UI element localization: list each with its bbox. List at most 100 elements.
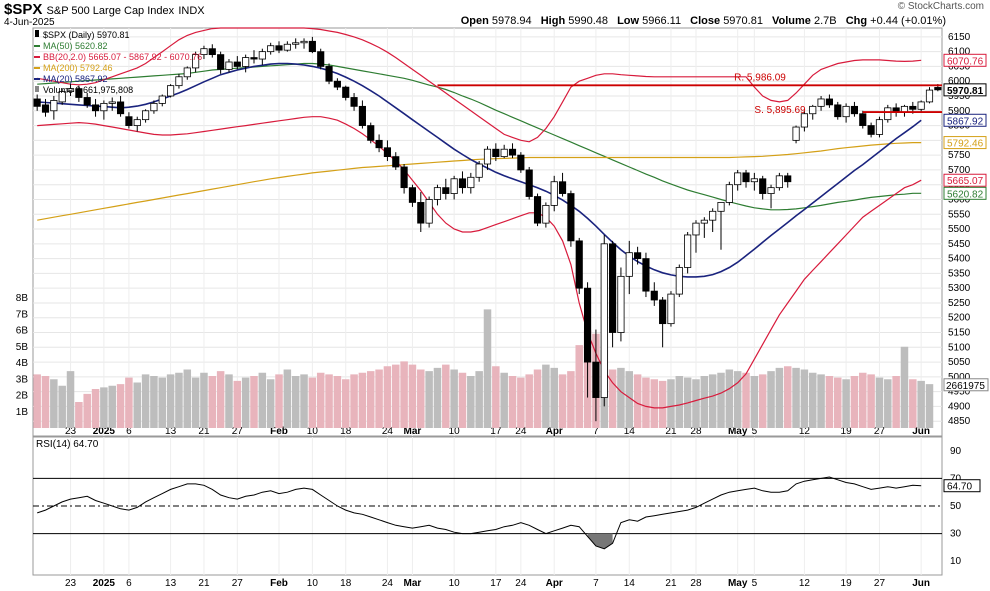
candle-body (492, 148, 500, 158)
volume-bars (33, 309, 934, 428)
price-x-tick-label: 27 (232, 426, 244, 437)
resistance-label: R. 5,986.09 (734, 72, 786, 83)
candle-body (500, 148, 508, 158)
candle-body (333, 80, 341, 88)
candle (859, 110, 867, 129)
price-tick-label: 6050 (948, 61, 971, 72)
rsi-x-tick-label: 10 (307, 578, 319, 589)
candle-body (659, 299, 667, 325)
price-tag-box (943, 186, 987, 200)
symbol: $SPX (4, 1, 43, 18)
volume-bar (775, 367, 784, 428)
candle (133, 116, 141, 132)
price-tag-box (943, 173, 987, 187)
candle-body (558, 181, 567, 194)
volume-bar (567, 371, 575, 428)
price-tag-box (943, 136, 987, 150)
volume-bar (350, 374, 358, 428)
volume-bar (725, 369, 734, 428)
exchange: INDX (178, 5, 205, 17)
candle (884, 104, 892, 123)
candle-body (817, 98, 825, 107)
volume-bar (834, 377, 842, 428)
volume-bar (408, 364, 417, 428)
candle (692, 220, 700, 253)
price-x-tick-label: 12 (799, 426, 811, 437)
candle-body (792, 126, 800, 141)
volume-bar (183, 369, 192, 428)
rsi-x-tick-label: Jun (912, 578, 930, 589)
candle (300, 38, 308, 49)
candle (450, 175, 458, 200)
chg-value: +0.44 (+0.01%) (870, 15, 946, 27)
candle-body (41, 104, 50, 113)
price-x-tick-label: Feb (270, 426, 288, 437)
volume-bar (900, 346, 909, 428)
candle (408, 184, 417, 207)
volume-bar (525, 374, 533, 428)
support-label: S. 5,895.69 (754, 105, 806, 116)
candle-body (609, 243, 617, 333)
price-tick-label: 6150 (948, 32, 971, 43)
price-tick-label: 5150 (948, 328, 971, 339)
candle (800, 110, 808, 132)
volume-bar (875, 377, 884, 428)
chg-label: Chg (845, 15, 868, 27)
candle (617, 267, 625, 342)
candle (142, 109, 150, 123)
volume-bar (717, 372, 725, 428)
volume-bar (792, 367, 800, 428)
candle-body (592, 361, 600, 398)
candle (825, 94, 833, 108)
candle (392, 152, 400, 170)
volume-bar (83, 393, 91, 428)
volume-bar (517, 377, 525, 428)
rsi-x-tick-label: Mar (404, 578, 422, 589)
candle-body (308, 40, 316, 53)
candle (83, 93, 91, 108)
rsi-tag-label: 64.70 (947, 482, 972, 493)
volume-bar (216, 371, 225, 428)
rsi-x-tick-label: Apr (546, 578, 563, 589)
volume-bar (884, 379, 892, 428)
rsi-x-tick-label: 21 (665, 578, 677, 589)
candle (875, 116, 884, 138)
volume-bar (808, 372, 817, 428)
volume-bar (258, 372, 267, 428)
candle (317, 48, 325, 70)
rsi-x-tick-label: 27 (232, 578, 244, 589)
price-x-tick-label: Jun (912, 426, 930, 437)
rsi-x-tick-label: 27 (874, 578, 886, 589)
rsi-x-tick-label: 24 (382, 578, 394, 589)
candle (66, 84, 75, 96)
candle (792, 125, 800, 144)
volume-tick-label: 7B (16, 309, 29, 320)
legend-label: $SPX (Daily) 5970.81 (43, 30, 130, 40)
volume-bar (325, 374, 333, 428)
candle (233, 56, 241, 70)
candle (709, 208, 717, 232)
volume-bar (442, 364, 450, 428)
candle (650, 282, 658, 306)
candle (325, 63, 333, 85)
candle (383, 140, 391, 162)
volume-bar (483, 309, 492, 428)
price-tick-label: 6100 (948, 47, 971, 58)
candle-body (884, 107, 892, 121)
volume-bar (692, 379, 700, 428)
price-tick-label: 5550 (948, 209, 971, 220)
candle-body (517, 154, 525, 171)
price-x-tick-label: 10 (307, 426, 319, 437)
volume-bar (658, 380, 667, 428)
price-tag-box (943, 83, 987, 97)
volume-bar (625, 371, 634, 428)
price-tick-label: 5700 (948, 165, 971, 176)
volume-bar (33, 374, 41, 428)
candle-body (350, 97, 358, 107)
volume-bar (383, 366, 392, 428)
volume-bar (133, 382, 141, 428)
candle (242, 54, 250, 73)
candle (400, 164, 408, 194)
legend-label: MA(20) 5867.92 (43, 74, 108, 84)
